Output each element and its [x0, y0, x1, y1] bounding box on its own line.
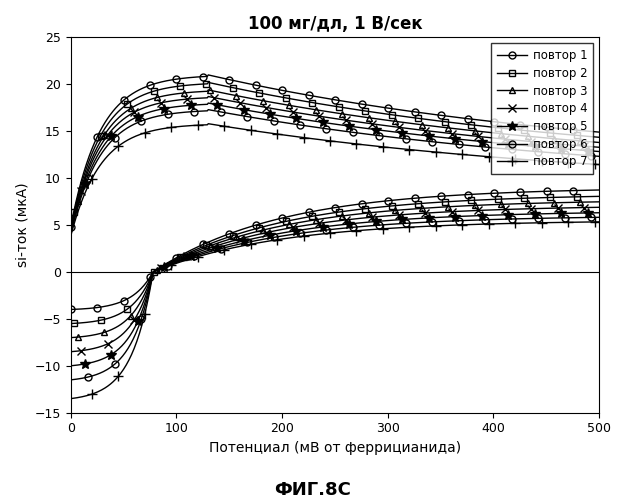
Title: 100 мг/дл, 1 В/сек: 100 мг/дл, 1 В/сек	[247, 15, 422, 33]
Text: ФИГ.8С: ФИГ.8С	[275, 481, 351, 499]
Y-axis label: si-ток (мкА): si-ток (мкА)	[15, 182, 29, 268]
X-axis label: Потенциал (мВ от феррицианида): Потенциал (мВ от феррицианида)	[208, 441, 461, 455]
Legend: повтор 1, повтор 2, повтор 3, повтор 4, повтор 5, повтор 6, повтор 7: повтор 1, повтор 2, повтор 3, повтор 4, …	[491, 43, 593, 174]
